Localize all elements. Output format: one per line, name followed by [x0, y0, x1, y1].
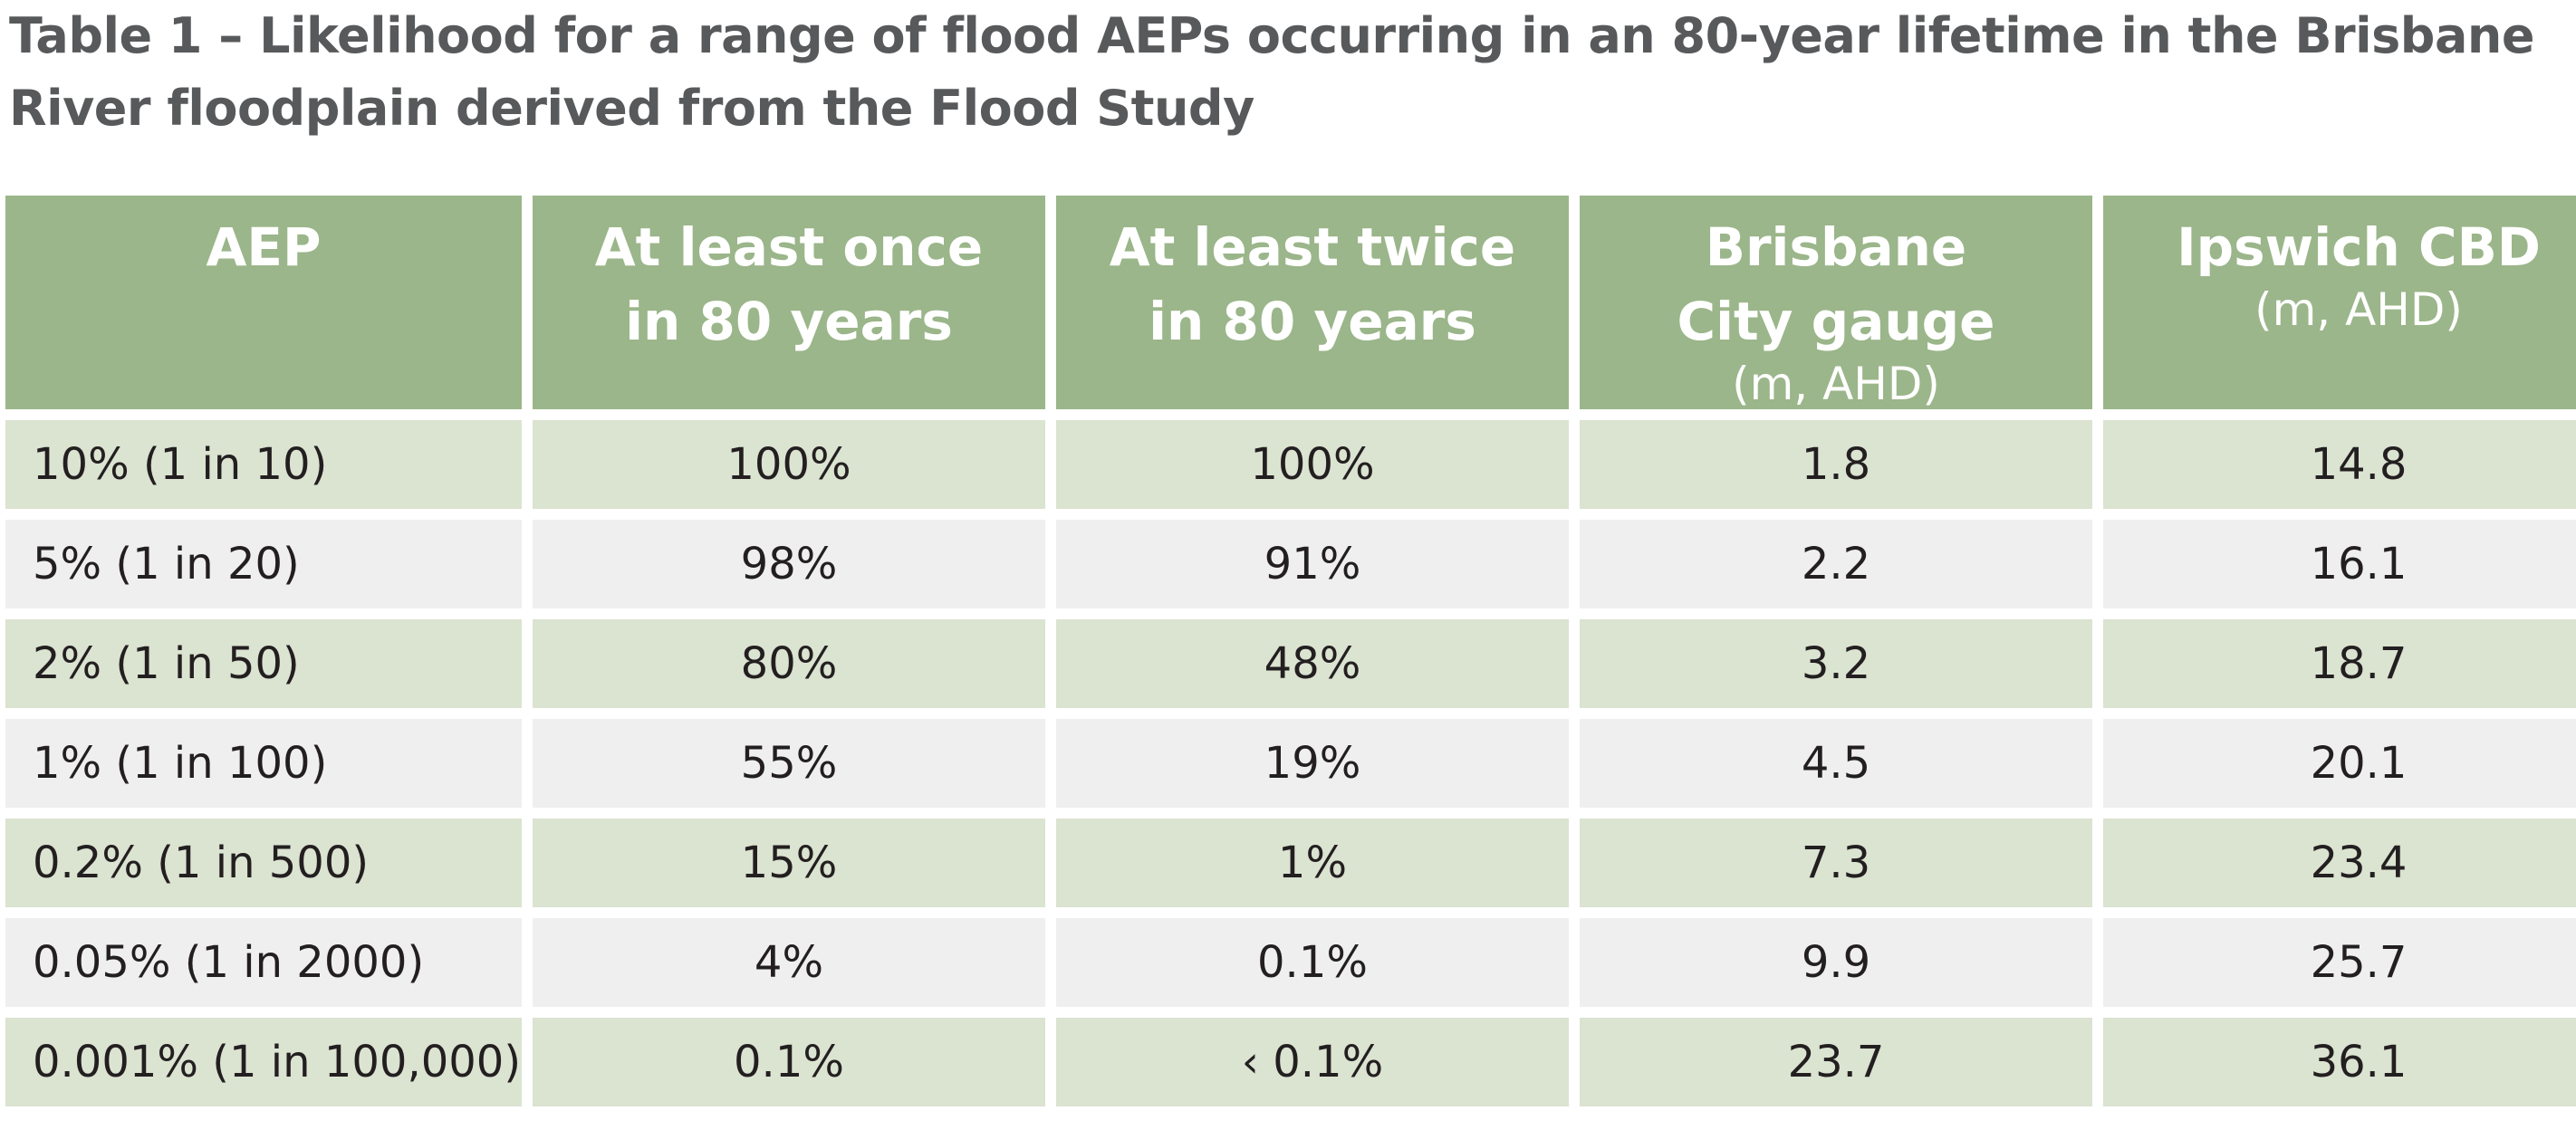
cell-brisbane-gauge: 9.9 — [1580, 918, 2092, 1007]
table-caption: Table 1 – Likelihood for a range of floo… — [9, 7, 2534, 137]
cell-brisbane-gauge: 3.2 — [1580, 619, 2092, 708]
cell-aep: 1% (1 in 100) — [5, 719, 522, 808]
cell-at-least-twice: 0.1% — [1056, 918, 1569, 1007]
column-header-label: At least once in 80 years — [594, 216, 984, 352]
cell-brisbane-gauge: 7.3 — [1580, 819, 2092, 907]
column-header-label: Ipswich CBD — [2177, 216, 2541, 278]
table-row: 5% (1 in 20) 98% 91% 2.2 16.1 — [5, 520, 2576, 608]
cell-at-least-twice: 100% — [1056, 420, 1569, 509]
cell-ipswich-cbd: 25.7 — [2103, 918, 2576, 1007]
cell-at-least-once: 4% — [533, 918, 1045, 1007]
cell-ipswich-cbd: 36.1 — [2103, 1018, 2576, 1106]
flood-likelihood-table: AEP At least once in 80 years At least t… — [0, 185, 2576, 1117]
cell-ipswich-cbd: 23.4 — [2103, 819, 2576, 907]
column-header-at-least-once: At least once in 80 years — [533, 196, 1045, 409]
cell-ipswich-cbd: 18.7 — [2103, 619, 2576, 708]
table-row: 10% (1 in 10) 100% 100% 1.8 14.8 — [5, 420, 2576, 509]
cell-at-least-twice: 91% — [1056, 520, 1569, 608]
cell-brisbane-gauge: 4.5 — [1580, 719, 2092, 808]
cell-at-least-once: 0.1% — [533, 1018, 1045, 1106]
column-header-label: Brisbane City gauge — [1677, 216, 1995, 352]
cell-aep: 10% (1 in 10) — [5, 420, 522, 509]
column-header-ipswich-cbd: Ipswich CBD (m, AHD) — [2103, 196, 2576, 409]
cell-at-least-once: 55% — [533, 719, 1045, 808]
column-header-aep: AEP — [5, 196, 522, 409]
cell-aep: 5% (1 in 20) — [5, 520, 522, 608]
cell-ipswich-cbd: 14.8 — [2103, 420, 2576, 509]
cell-ipswich-cbd: 20.1 — [2103, 719, 2576, 808]
table-row: 0.2% (1 in 500) 15% 1% 7.3 23.4 — [5, 819, 2576, 907]
cell-at-least-once: 80% — [533, 619, 1045, 708]
column-header-at-least-twice: At least twice in 80 years — [1056, 196, 1569, 409]
cell-at-least-twice: ‹ 0.1% — [1056, 1018, 1569, 1106]
cell-at-least-twice: 19% — [1056, 719, 1569, 808]
column-header-unit: (m, AHD) — [1732, 358, 1940, 410]
cell-aep: 0.05% (1 in 2000) — [5, 918, 522, 1007]
cell-at-least-once: 15% — [533, 819, 1045, 907]
table-row: 0.001% (1 in 100,000) 0.1% ‹ 0.1% 23.7 3… — [5, 1018, 2576, 1106]
table-row: 2% (1 in 50) 80% 48% 3.2 18.7 — [5, 619, 2576, 708]
column-header-label: AEP — [206, 216, 322, 278]
cell-aep: 0.001% (1 in 100,000) — [5, 1018, 522, 1106]
cell-ipswich-cbd: 16.1 — [2103, 520, 2576, 608]
cell-brisbane-gauge: 23.7 — [1580, 1018, 2092, 1106]
cell-aep: 0.2% (1 in 500) — [5, 819, 522, 907]
cell-brisbane-gauge: 1.8 — [1580, 420, 2092, 509]
cell-aep: 2% (1 in 50) — [5, 619, 522, 708]
cell-at-least-twice: 48% — [1056, 619, 1569, 708]
column-header-unit: (m, AHD) — [2254, 283, 2463, 336]
cell-brisbane-gauge: 2.2 — [1580, 520, 2092, 608]
column-header-label: At least twice in 80 years — [1109, 216, 1516, 352]
column-header-brisbane-city-gauge: Brisbane City gauge (m, AHD) — [1580, 196, 2092, 409]
cell-at-least-once: 100% — [533, 420, 1045, 509]
cell-at-least-twice: 1% — [1056, 819, 1569, 907]
table-row: 1% (1 in 100) 55% 19% 4.5 20.1 — [5, 719, 2576, 808]
header-row: AEP At least once in 80 years At least t… — [5, 196, 2576, 409]
table-row: 0.05% (1 in 2000) 4% 0.1% 9.9 25.7 — [5, 918, 2576, 1007]
cell-at-least-once: 98% — [533, 520, 1045, 608]
